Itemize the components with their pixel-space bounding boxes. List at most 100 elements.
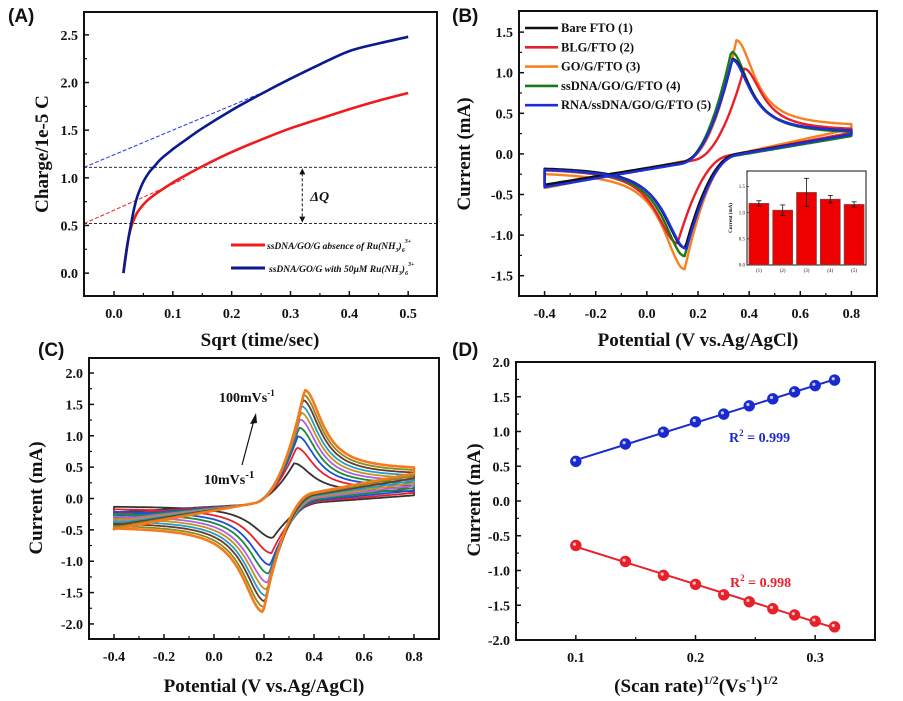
r2-label-anodic: R2 = 0.999: [729, 428, 790, 446]
inset-x-tick-label: (2): [780, 269, 786, 274]
panel-d-plot-area: [570, 374, 841, 633]
data-point-cathodic: [718, 589, 730, 601]
inset-bar: [748, 203, 770, 266]
panel-a-label: (A): [8, 6, 34, 27]
inset-x-tick-label: (3): [804, 269, 810, 274]
data-point-highlight: [746, 402, 750, 407]
panel-c-x-tick-label: 0.6: [355, 650, 373, 665]
panel-c-x-tick-label: 0.4: [305, 650, 323, 665]
cv-curve-scan-rate: [113, 405, 415, 597]
extrapolation-line-blue: [83, 87, 274, 168]
r2-label-cathodic: R2 = 0.998: [730, 573, 791, 591]
inset-y-axis-title: Current (mA): [729, 203, 734, 233]
annotation-10mvs: 10mVs-1: [204, 469, 254, 488]
panel-b-x-tick-label: 0.6: [792, 307, 810, 322]
data-point-anodic: [657, 426, 670, 438]
panel-a: (A) 0.0 0.1 0.2 0.3 0.4 0.5 0.0 0.5 1.0 1.5 2.0 2.5…: [8, 6, 438, 351]
panel-b-y-tick-label: 1.0: [496, 67, 514, 82]
data-point-anodic: [788, 386, 801, 398]
legend-b-label-5: RNA/ssDNA/GO/G/FTO (5): [561, 98, 711, 112]
panel-b-label: (B): [452, 6, 478, 27]
legend-b-label-1: Bare FTO (1): [561, 21, 633, 35]
panel-a-x-tick-label: 0.3: [282, 307, 300, 322]
panel-b-y-tick-label: 0.5: [496, 107, 514, 122]
data-point-cathodic: [743, 596, 755, 608]
data-point-anodic: [828, 374, 841, 386]
panel-c-plot-area: [112, 388, 416, 614]
panel-d-x-tick-label: 0.3: [806, 651, 824, 666]
scan-rate-arrow-head: [250, 413, 257, 424]
data-point-highlight: [812, 618, 816, 622]
panel-b-y-tick-label: 1.5: [496, 26, 514, 41]
panel-c: (C) -0.4 -0.2 0.0 0.2 0.4 0.6 0.8-2.0-1.5-1.0-…: [26, 340, 440, 697]
inset-y-tick-label: 1.5: [739, 185, 746, 190]
panel-d-y-tick-label: -1.0: [488, 565, 510, 580]
panel-a-x-tick-label: 0.5: [399, 307, 417, 322]
data-point-cathodic: [657, 569, 670, 582]
panel-b-x-tick-label: 0.8: [843, 307, 861, 322]
panel-d-y-tick-label: 0.0: [493, 495, 511, 510]
data-point-highlight: [692, 418, 696, 423]
legend-a-label-1: ssDNA/GO/G absence of Ru(NH3)63+: [266, 239, 412, 254]
scan-rate-arrow: [241, 419, 255, 466]
series-line-blue: [122, 35, 409, 274]
panel-a-y-tick-label: 1.0: [61, 172, 79, 187]
panel-c-y-tick-label: 2.0: [66, 367, 84, 382]
panel-c-y-tick-label: -0.5: [61, 524, 83, 539]
data-point-highlight: [812, 382, 816, 386]
panel-c-y-tick-label: -1.0: [61, 555, 83, 570]
panel-a-x-tick-label: 0.0: [105, 307, 123, 322]
panel-b-y-tick-label: -1.5: [491, 270, 513, 285]
inset-x-tick-label: (4): [827, 269, 833, 274]
panel-d-y-tick-label: 1.0: [493, 426, 511, 441]
panel-b-inset-bar-chart: (1) (2) (3) (4) (5) 0.0 0.5 1.0 1.5 Current (mA): [729, 170, 867, 274]
panel-d: (D) 0.1 0.2 0.3 -2.0 -1.5 -1.0 -0.5 0.0 0.5 1.0 1.…: [452, 340, 876, 697]
data-point-highlight: [622, 441, 626, 445]
data-point-highlight: [720, 591, 725, 596]
inset-bar: [772, 209, 794, 266]
panel-a-y-tick-label: 2.5: [61, 29, 79, 44]
inset-y-tick-label: 0.5: [739, 237, 746, 242]
data-point-highlight: [720, 411, 725, 415]
panel-b-x-tick-label: 0.2: [689, 307, 707, 322]
panel-b-x-tick-label: -0.4: [533, 307, 555, 322]
panel-c-y-axis-title: Current (mA): [26, 441, 47, 554]
data-point-highlight: [572, 458, 577, 462]
annotation-100mvs: 100mVs-1: [219, 388, 275, 406]
panel-b-x-tick-label: 0.4: [740, 307, 758, 322]
data-point-highlight: [831, 623, 835, 628]
data-point-highlight: [769, 395, 774, 400]
panel-c-y-tick-label: 1.0: [66, 430, 84, 445]
inset-bar: [819, 198, 841, 266]
data-point-highlight: [622, 558, 626, 562]
panel-b-x-axis-title: Potential (V vs.Ag/AgCl): [598, 330, 799, 351]
panel-d-label: (D): [452, 340, 478, 361]
panel-b-x-tick-label: -0.2: [585, 307, 607, 322]
panel-d-y-tick-label: 0.5: [493, 460, 511, 475]
panel-c-label: (C): [38, 340, 64, 361]
data-point-anodic: [743, 400, 755, 412]
panel-a-plot-area: [83, 35, 437, 274]
legend-b-label-4: ssDNA/GO/G/FTO (4): [561, 79, 681, 93]
panel-c-y-tick-label: -2.0: [61, 618, 83, 633]
panel-a-y-tick-label: 0.0: [61, 267, 79, 282]
data-point-highlight: [692, 581, 696, 585]
legend-a-label-2: ssDNA/GO/G with 50µM Ru(NH3)63+: [268, 262, 415, 277]
panel-c-x-tick-label: 0.8: [405, 650, 423, 665]
panel-a-x-tick-label: 0.4: [341, 307, 359, 322]
data-point-highlight: [660, 429, 664, 433]
panel-c-axes: -0.4 -0.2 0.0 0.2 0.4 0.6 0.8 -2.0 -1.5 -1.0 -0.5 0…: [61, 367, 423, 665]
data-point-cathodic: [570, 539, 582, 552]
inset-bar: [843, 204, 865, 266]
data-point-anodic: [689, 416, 702, 428]
cv-curve-scan-rate: [113, 435, 415, 566]
panel-d-y-tick-label: 2.0: [493, 356, 511, 371]
panel-b-y-tick-label: 0.0: [496, 148, 514, 163]
data-point-cathodic: [689, 578, 702, 591]
panel-a-x-axis-title: Sqrt (time/sec): [201, 330, 320, 351]
cv-curve-scan-rate: [112, 388, 416, 614]
panel-c-x-tick-label: -0.4: [103, 650, 125, 665]
panel-d-x-axis-title: (Scan rate)1/2(Vs-1)1/2: [614, 673, 778, 697]
data-point-cathodic: [809, 615, 821, 627]
inset-x-tick-label: (5): [851, 269, 857, 274]
